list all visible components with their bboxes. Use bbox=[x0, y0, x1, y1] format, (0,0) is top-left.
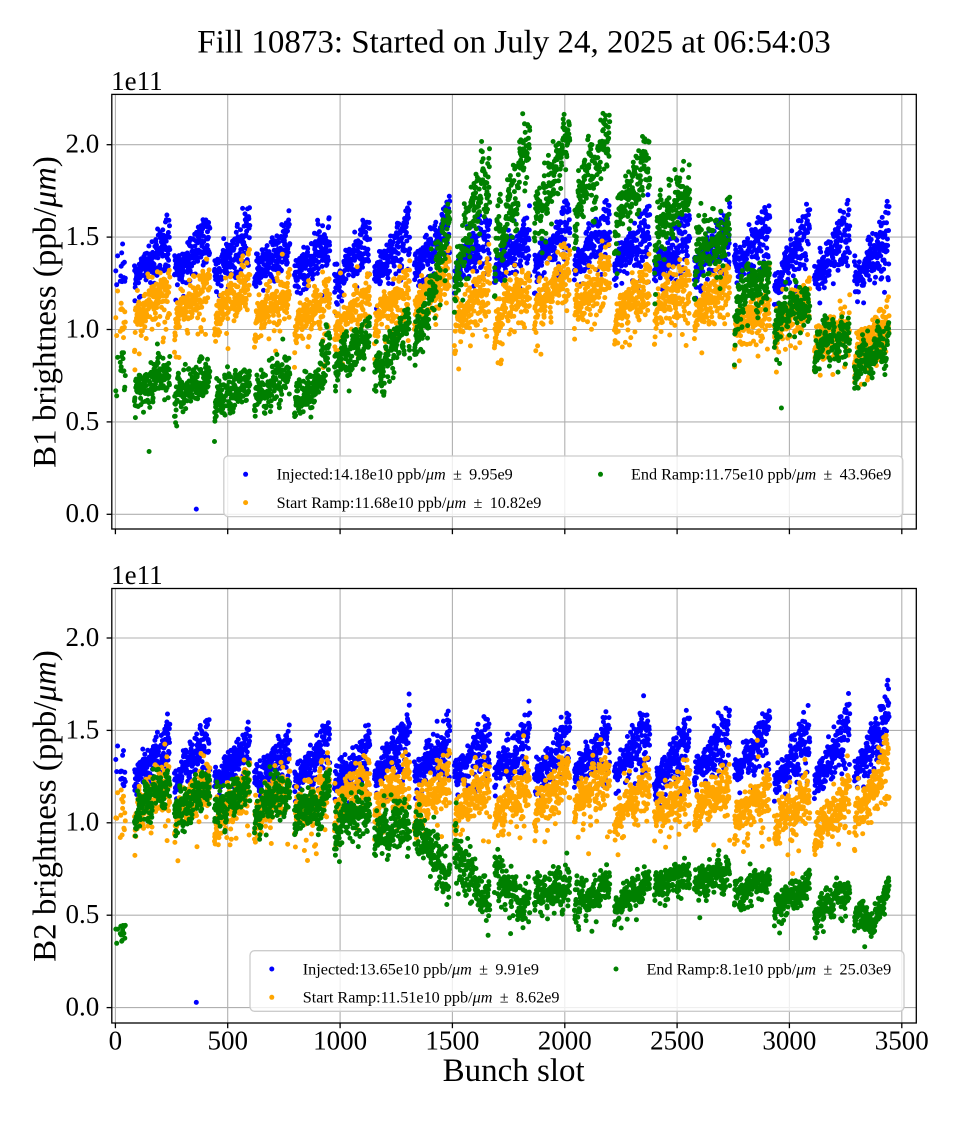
svg-text:1e11: 1e11 bbox=[111, 66, 162, 96]
svg-text:B1 brightness (ppb/μm): B1 brightness (ppb/μm) bbox=[28, 156, 64, 468]
svg-text:0.5: 0.5 bbox=[66, 899, 100, 929]
svg-text:1.5: 1.5 bbox=[66, 714, 100, 744]
svg-text:1e11: 1e11 bbox=[111, 560, 162, 590]
svg-text:1500: 1500 bbox=[425, 1026, 479, 1056]
svg-text:1.5: 1.5 bbox=[66, 221, 100, 251]
svg-text:Injected:14.18e10 ppb/μm ± 9: Injected:14.18e10 ppb/μm ± 9.95e9 bbox=[277, 466, 513, 484]
svg-text:0.0: 0.0 bbox=[66, 992, 100, 1022]
svg-text:3000: 3000 bbox=[762, 1026, 816, 1056]
svg-text:Injected:13.65e10 ppb/μm ± 9: Injected:13.65e10 ppb/μm ± 9.91e9 bbox=[303, 960, 539, 978]
svg-text:1.0: 1.0 bbox=[66, 807, 100, 837]
svg-text:B2 brightness (ppb/μm): B2 brightness (ppb/μm) bbox=[28, 650, 64, 962]
svg-text:0: 0 bbox=[109, 1026, 123, 1056]
svg-text:3500: 3500 bbox=[875, 1026, 929, 1056]
svg-text:End Ramp:8.1e10 ppb/μm ± 25.: End Ramp:8.1e10 ppb/μm ± 25.03e9 bbox=[647, 960, 892, 978]
svg-text:2500: 2500 bbox=[650, 1026, 704, 1056]
svg-text:0.5: 0.5 bbox=[66, 406, 100, 436]
svg-text:Start Ramp:11.51e10 ppb/μm ±: Start Ramp:11.51e10 ppb/μm ± 8.62e9 bbox=[303, 989, 560, 1007]
svg-text:0.0: 0.0 bbox=[66, 498, 100, 528]
svg-text:2.0: 2.0 bbox=[66, 622, 100, 652]
svg-text:Start Ramp:11.68e10 ppb/μm ±: Start Ramp:11.68e10 ppb/μm ± 10.82e9 bbox=[277, 494, 542, 512]
svg-text:2000: 2000 bbox=[538, 1026, 592, 1056]
svg-text:2.0: 2.0 bbox=[66, 129, 100, 159]
svg-text:1.0: 1.0 bbox=[66, 313, 100, 343]
svg-text:Bunch slot: Bunch slot bbox=[443, 1053, 585, 1089]
svg-text:End Ramp:11.75e10 ppb/μm ± 4: End Ramp:11.75e10 ppb/μm ± 43.96e9 bbox=[631, 466, 891, 484]
svg-text:1000: 1000 bbox=[313, 1026, 367, 1056]
svg-text:500: 500 bbox=[207, 1026, 248, 1056]
svg-text:Fill 10873: Started on July 24: Fill 10873: Started on July 24, 2025 at … bbox=[197, 24, 830, 60]
